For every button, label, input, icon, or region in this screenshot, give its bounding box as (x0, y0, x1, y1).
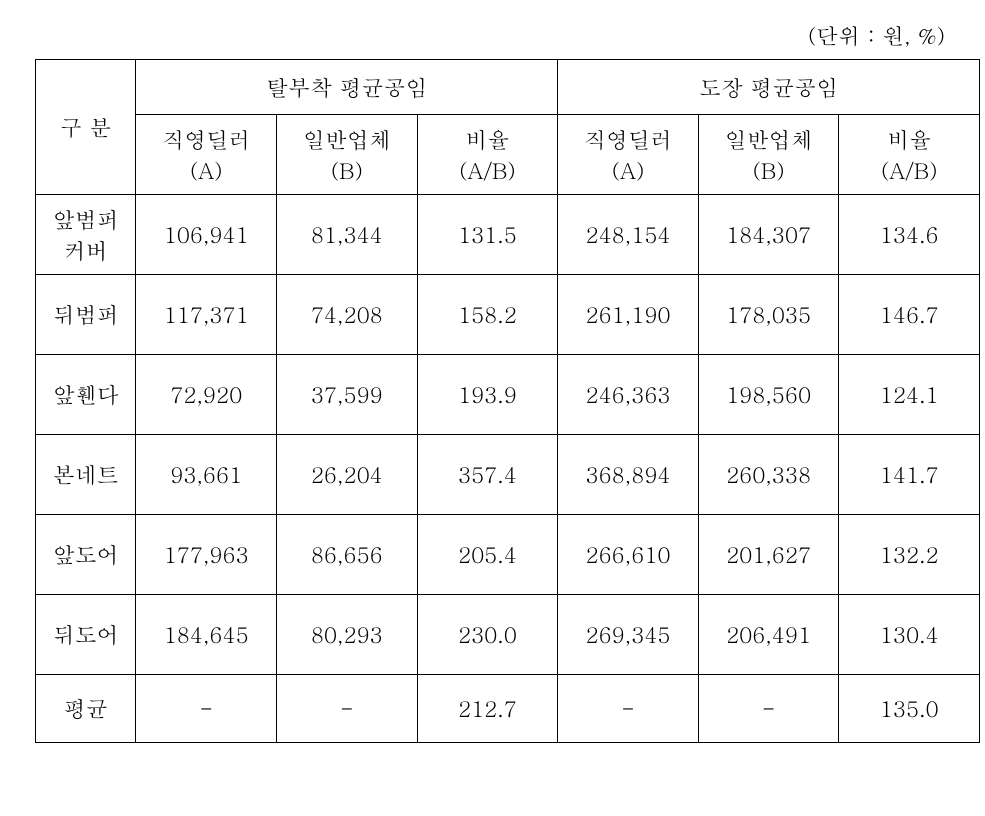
row-label: 앞범퍼커버 (36, 195, 136, 275)
cell-g2-dealer: 368,894 (558, 435, 699, 515)
cell-g2-ratio: 124.1 (839, 355, 980, 435)
avg-g2-ratio: 135.0 (839, 675, 980, 743)
cell-g1-ratio: 158.2 (417, 275, 558, 355)
cell-g1-dealer: 72,920 (136, 355, 277, 435)
average-row: 평균--212.7--135.0 (36, 675, 980, 743)
cell-g2-ratio: 130.4 (839, 595, 980, 675)
table-row: 앞휀다72,92037,599193.9246,363198,560124.1 (36, 355, 980, 435)
cell-g2-general: 206,491 (698, 595, 839, 675)
labor-cost-table: 구 분 탈부착 평균공임 도장 평균공임 직영딜러(A) 일반업체(B) 비율(… (35, 59, 980, 743)
avg-g2-dealer: - (558, 675, 699, 743)
cell-g2-general: 201,627 (698, 515, 839, 595)
cell-g2-ratio: 134.6 (839, 195, 980, 275)
cell-g1-dealer: 184,645 (136, 595, 277, 675)
cell-g2-dealer: 246,363 (558, 355, 699, 435)
cell-g1-general: 80,293 (277, 595, 418, 675)
header-group1: 탈부착 평균공임 (136, 60, 558, 115)
row-label: 앞도어 (36, 515, 136, 595)
cell-g1-general: 37,599 (277, 355, 418, 435)
table-row: 본네트93,66126,204357.4368,894260,338141.7 (36, 435, 980, 515)
cell-g1-general: 86,656 (277, 515, 418, 595)
cell-g2-dealer: 248,154 (558, 195, 699, 275)
cell-g2-general: 184,307 (698, 195, 839, 275)
cell-g1-ratio: 131.5 (417, 195, 558, 275)
avg-label: 평균 (36, 675, 136, 743)
table-row: 뒤도어184,64580,293230.0269,345206,491130.4 (36, 595, 980, 675)
row-label: 뒤범퍼 (36, 275, 136, 355)
cell-g1-dealer: 93,661 (136, 435, 277, 515)
cell-g2-dealer: 269,345 (558, 595, 699, 675)
header-row-1: 구 분 탈부착 평균공임 도장 평균공임 (36, 60, 980, 115)
row-label: 앞휀다 (36, 355, 136, 435)
table-row: 앞범퍼커버106,94181,344131.5248,154184,307134… (36, 195, 980, 275)
cell-g1-general: 81,344 (277, 195, 418, 275)
avg-g1-dealer: - (136, 675, 277, 743)
header-group2: 도장 평균공임 (558, 60, 980, 115)
cell-g1-dealer: 177,963 (136, 515, 277, 595)
cell-g2-ratio: 132.2 (839, 515, 980, 595)
cell-g2-ratio: 141.7 (839, 435, 980, 515)
row-label: 뒤도어 (36, 595, 136, 675)
cell-g1-dealer: 106,941 (136, 195, 277, 275)
header-sub4: 직영딜러(A) (558, 115, 699, 195)
cell-g2-dealer: 261,190 (558, 275, 699, 355)
header-sub5: 일반업체(B) (698, 115, 839, 195)
cell-g1-general: 74,208 (277, 275, 418, 355)
cell-g2-dealer: 266,610 (558, 515, 699, 595)
cell-g2-general: 178,035 (698, 275, 839, 355)
avg-g2-general: - (698, 675, 839, 743)
avg-g1-ratio: 212.7 (417, 675, 558, 743)
cell-g2-general: 260,338 (698, 435, 839, 515)
header-sub1: 직영딜러(A) (136, 115, 277, 195)
header-sub6: 비율(A/B) (839, 115, 980, 195)
table-row: 뒤범퍼117,37174,208158.2261,190178,035146.7 (36, 275, 980, 355)
row-label: 본네트 (36, 435, 136, 515)
cell-g2-ratio: 146.7 (839, 275, 980, 355)
cell-g2-general: 198,560 (698, 355, 839, 435)
cell-g1-dealer: 117,371 (136, 275, 277, 355)
table-row: 앞도어177,96386,656205.4266,610201,627132.2 (36, 515, 980, 595)
cell-g1-general: 26,204 (277, 435, 418, 515)
cell-g1-ratio: 205.4 (417, 515, 558, 595)
unit-label: (단위 : 원, %) (20, 20, 965, 51)
cell-g1-ratio: 193.9 (417, 355, 558, 435)
header-sub3: 비율(A/B) (417, 115, 558, 195)
header-sub2: 일반업체(B) (277, 115, 418, 195)
header-category: 구 분 (36, 60, 136, 195)
avg-g1-general: - (277, 675, 418, 743)
cell-g1-ratio: 230.0 (417, 595, 558, 675)
header-row-2: 직영딜러(A) 일반업체(B) 비율(A/B) 직영딜러(A) 일반업체(B) … (36, 115, 980, 195)
cell-g1-ratio: 357.4 (417, 435, 558, 515)
